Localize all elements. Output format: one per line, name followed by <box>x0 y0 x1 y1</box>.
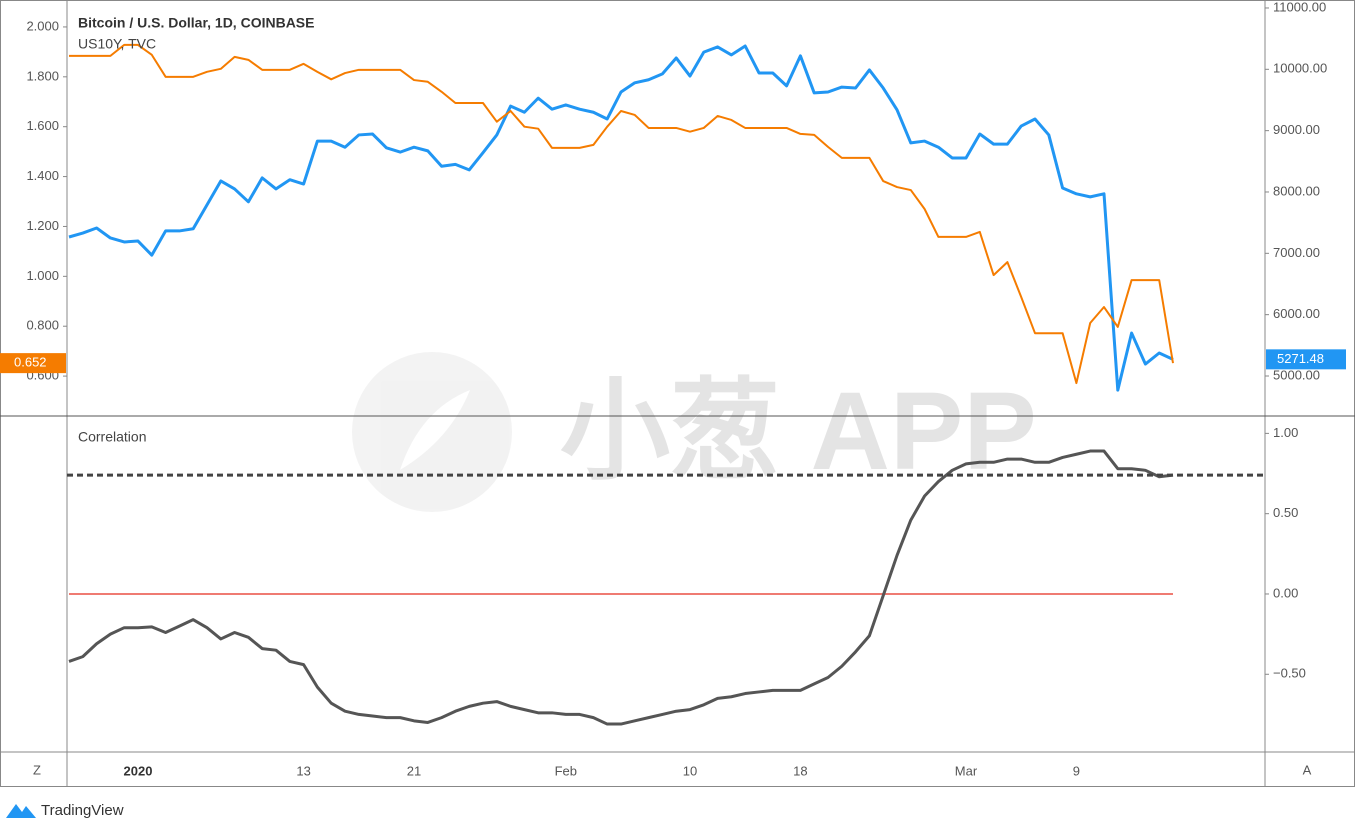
y-tick-label: 1.00 <box>1273 425 1298 440</box>
x-tick-label: 2020 <box>124 763 153 778</box>
watermark: 小葱 APP <box>560 370 1037 493</box>
y-tick-label: 1.800 <box>26 68 59 83</box>
y-tick-label: −0.50 <box>1273 666 1306 681</box>
brand: TradingView <box>41 802 124 819</box>
last-value-label: 5271.48 <box>1277 351 1324 366</box>
x-tick-label: 18 <box>793 763 807 778</box>
y-tick-label: 1.400 <box>26 168 59 183</box>
x-tick-label: Mar <box>955 763 978 778</box>
y-tick-label: 0.00 <box>1273 585 1298 600</box>
y2-tick-label: 5000.00 <box>1273 367 1320 382</box>
y2-tick-label: 11000.00 <box>1273 0 1326 14</box>
series-line <box>68 44 1174 392</box>
axis-button[interactable]: A <box>1303 762 1312 777</box>
x-tick-label: 9 <box>1073 763 1080 778</box>
y-tick-label: 0.50 <box>1273 505 1298 520</box>
last-value-label: 0.652 <box>14 355 47 370</box>
y-tick-label: 1.600 <box>26 118 59 133</box>
brand-logo <box>6 804 36 818</box>
y-tick-label: 1.000 <box>26 268 59 283</box>
last-value-tag <box>0 353 66 374</box>
axis-button[interactable]: Z <box>33 762 41 777</box>
y-tick-label: 0.800 <box>26 318 59 333</box>
x-tick-label: 13 <box>296 763 310 778</box>
x-tick-label: 21 <box>407 763 421 778</box>
last-value-tag <box>1266 349 1346 370</box>
series-line <box>68 449 1174 726</box>
y2-tick-label: 9000.00 <box>1273 122 1320 137</box>
x-tick-label: Feb <box>555 763 577 778</box>
y2-tick-label: 6000.00 <box>1273 306 1320 321</box>
x-tick-label: 10 <box>683 763 697 778</box>
y2-tick-label: 8000.00 <box>1273 183 1320 198</box>
y-tick-label: 1.200 <box>26 218 59 233</box>
legend-entry: Correlation <box>78 429 146 445</box>
y2-tick-label: 7000.00 <box>1273 245 1320 260</box>
watermark-logo <box>352 352 512 512</box>
legend-entry: US10Y, TVC <box>78 36 156 52</box>
y-tick-label: 2.000 <box>26 18 59 33</box>
legend-entry: Bitcoin / U.S. Dollar, 1D, COINBASE <box>78 15 314 31</box>
y2-tick-label: 10000.00 <box>1273 61 1327 76</box>
series-line <box>69 43 1174 385</box>
